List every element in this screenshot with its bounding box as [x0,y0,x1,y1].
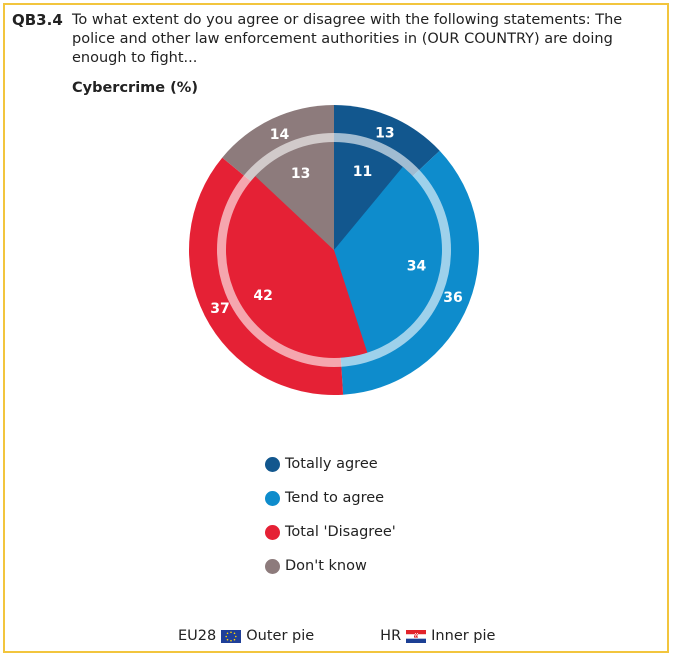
pie-chart: 13 36 37 14 11 34 42 13 [189,105,479,395]
inner-value-label: 11 [353,164,372,180]
inner-pie [226,142,443,359]
inner-slice-0 [334,142,403,250]
legend-swatch [265,524,280,540]
inner-slice-2 [226,176,368,359]
inner-value-label: 42 [253,288,272,304]
legend-swatch [265,490,280,506]
separator-ring [217,133,451,367]
legend-label: Don't know [285,558,367,574]
legend: Totally agree Tend to agree Total 'Disag… [265,447,396,583]
legend-item-total-disagree: Total 'Disagree' [265,515,396,549]
outer-label: Outer pie [246,628,315,644]
ring-key: EU28 Outer pie HR Inner pie [178,628,495,644]
inner-code: HR [380,628,402,644]
legend-item-totally-agree: Totally agree [265,447,396,481]
outer-value-label: 37 [210,301,229,317]
legend-swatch [265,558,280,574]
legend-label: Tend to agree [285,490,385,506]
inner-value-label: 13 [291,166,310,182]
inner-label: Inner pie [431,628,496,644]
inner-value-label: 34 [407,259,427,275]
question-code: QB3.4 [12,11,63,29]
outer-value-label: 13 [375,126,394,142]
outer-code: EU28 [178,628,217,644]
legend-item-tend-to-agree: Tend to agree [265,481,396,515]
legend-label: Total 'Disagree' [285,524,396,540]
legend-item-dont-know: Don't know [265,549,396,583]
croatia-flag-icon [406,629,427,643]
eu-flag-icon [221,629,242,643]
inner-slice-3 [255,142,334,250]
question-text: To what extent do you agree or disagree … [72,12,623,66]
chart-title: Cybercrime (%) [72,80,198,96]
inner-slice-1 [334,166,443,353]
outer-value-label: 36 [443,290,462,306]
legend-label: Totally agree [285,456,378,472]
outer-value-label: 14 [270,127,290,143]
legend-swatch [265,456,280,472]
